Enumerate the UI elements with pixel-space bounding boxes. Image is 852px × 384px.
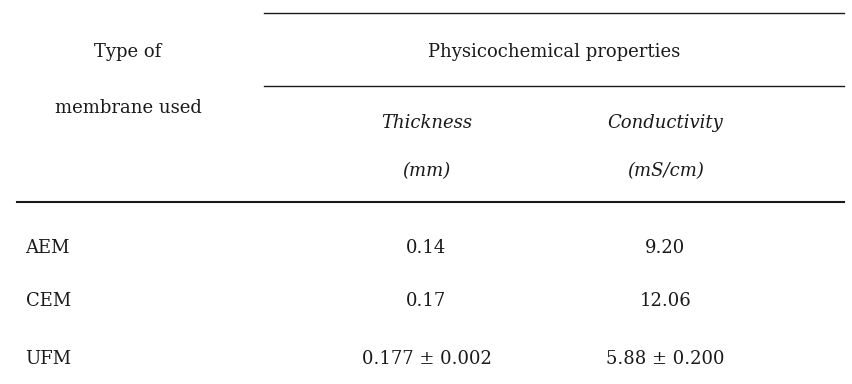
Text: (mm): (mm) [402, 162, 450, 180]
Text: Conductivity: Conductivity [607, 114, 722, 132]
Text: CEM: CEM [26, 293, 71, 310]
Text: 0.14: 0.14 [406, 239, 446, 257]
Text: (mS/cm): (mS/cm) [626, 162, 703, 180]
Text: 5.88 ± 0.200: 5.88 ± 0.200 [606, 350, 723, 368]
Text: Type of: Type of [95, 43, 161, 61]
Text: Physicochemical properties: Physicochemical properties [428, 43, 680, 61]
Text: 0.17: 0.17 [406, 293, 446, 310]
Text: 9.20: 9.20 [644, 239, 685, 257]
Text: Thickness: Thickness [381, 114, 471, 132]
Text: membrane used: membrane used [55, 99, 201, 116]
Text: AEM: AEM [26, 239, 70, 257]
Text: 0.177 ± 0.002: 0.177 ± 0.002 [361, 350, 491, 368]
Text: 12.06: 12.06 [639, 293, 690, 310]
Text: UFM: UFM [26, 350, 72, 368]
